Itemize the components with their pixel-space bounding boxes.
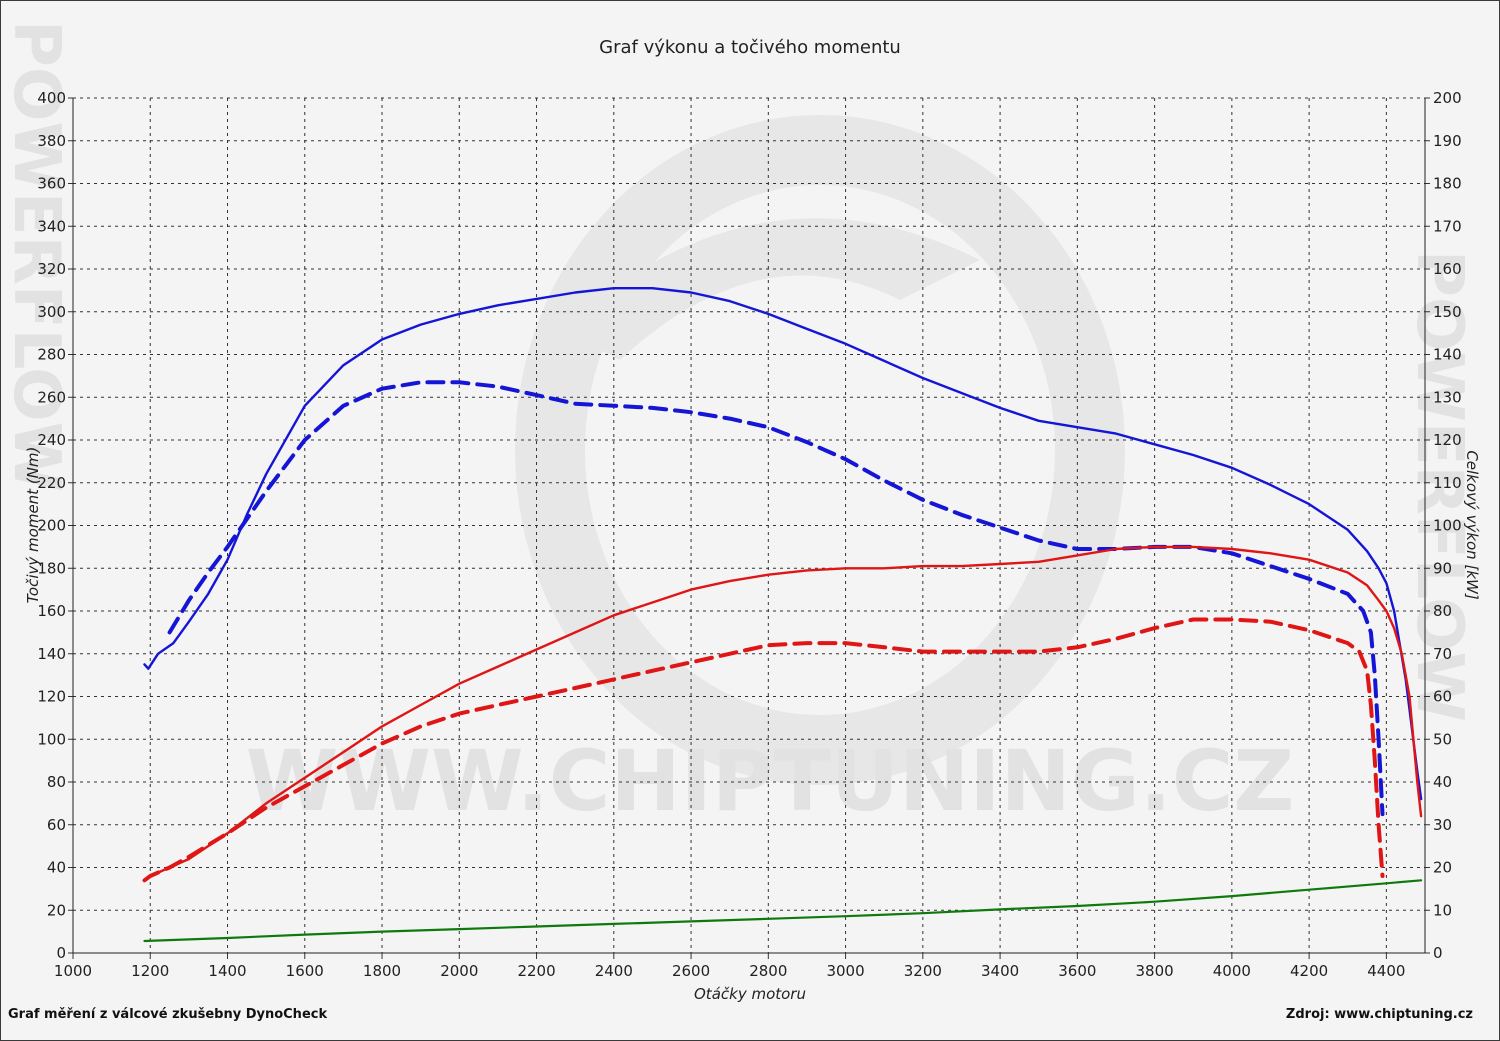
y-tick-label: 20 xyxy=(47,901,66,919)
x-tick-label: 1600 xyxy=(286,962,324,980)
y-tick-label: 200 xyxy=(37,517,66,535)
y2-tick-label: 40 xyxy=(1433,773,1452,791)
x-tick-label: 3400 xyxy=(981,962,1019,980)
y-tick-label: 220 xyxy=(37,474,66,492)
y-tick-label: 100 xyxy=(37,730,66,748)
y2-axis-label: Celkový výkon [kW] xyxy=(1463,450,1481,600)
x-tick-label: 2600 xyxy=(672,962,710,980)
x-tick-label: 2800 xyxy=(749,962,787,980)
y2-tick-label: 140 xyxy=(1433,346,1462,364)
y2-tick-label: 120 xyxy=(1433,431,1462,449)
y-tick-label: 0 xyxy=(56,944,66,962)
power-tuned-line xyxy=(143,545,1423,882)
x-tick-label: 4000 xyxy=(1213,962,1251,980)
axes: 1000 1200 1400 1600 1800 2000 2200 2400 2600 2800… xyxy=(37,89,1461,980)
y-tick-label: 140 xyxy=(37,645,66,663)
y-axis-label: Točivý moment (Nm) xyxy=(24,447,42,604)
x-tick-label: 2000 xyxy=(440,962,478,980)
grid xyxy=(73,97,1426,953)
y-tick-label: 60 xyxy=(47,816,66,834)
x-tick-label: 3200 xyxy=(904,962,942,980)
x-tick-label: 3800 xyxy=(1136,962,1174,980)
y2-tick-label: 190 xyxy=(1433,132,1462,150)
loss-line xyxy=(143,879,1423,943)
footer-source-note: Graf měření z válcové zkušebny DynoCheck xyxy=(8,1007,327,1022)
footer-website: Zdroj: www.chiptuning.cz xyxy=(1286,1007,1473,1022)
x-tick-label: 2400 xyxy=(595,962,633,980)
watermark-side-left: POWERFLOW xyxy=(0,20,73,492)
watermark-text: WWW.CHIPTUNING.CZ xyxy=(246,732,1295,830)
y-tick-label: 40 xyxy=(47,859,66,877)
watermark-logo xyxy=(515,115,1125,785)
y2-tick-label: 10 xyxy=(1433,901,1452,919)
x-tick-label: 1400 xyxy=(208,962,246,980)
x-tick-label: 1800 xyxy=(363,962,401,980)
y-tick-label: 320 xyxy=(37,260,66,278)
power-stock-line xyxy=(142,617,1385,883)
x-tick-label: 3000 xyxy=(826,962,864,980)
y2-tick-label: 130 xyxy=(1433,388,1462,406)
y-tick-label: 380 xyxy=(37,132,66,150)
y2-tick-label: 80 xyxy=(1433,602,1452,620)
y2-tick-label: 70 xyxy=(1433,645,1452,663)
x-tick-label: 4200 xyxy=(1290,962,1328,980)
x-tick-label: 3600 xyxy=(1058,962,1096,980)
watermark-side-right: POWERFLOW xyxy=(1402,250,1476,722)
y2-tick-label: 200 xyxy=(1433,89,1462,107)
y2-tick-label: 110 xyxy=(1433,474,1462,492)
y2-tick-label: 20 xyxy=(1433,859,1452,877)
x-tick-label: 2200 xyxy=(517,962,555,980)
y2-tick-label: 90 xyxy=(1433,559,1452,577)
x-tick-label: 1000 xyxy=(54,962,92,980)
y-tick-label: 240 xyxy=(37,431,66,449)
y2-tick-label: 150 xyxy=(1433,303,1462,321)
y-tick-label: 120 xyxy=(37,688,66,706)
y-tick-label: 180 xyxy=(37,559,66,577)
y-tick-label: 360 xyxy=(37,175,66,193)
torque-stock-line xyxy=(167,380,1385,817)
y2-tick-label: 60 xyxy=(1433,688,1452,706)
y2-tick-label: 180 xyxy=(1433,175,1462,193)
y-tick-label: 80 xyxy=(47,773,66,791)
x-axis-label: Otáčky motoru xyxy=(694,985,806,1003)
y2-tick-label: 0 xyxy=(1433,944,1443,962)
y-tick-label: 340 xyxy=(37,217,66,235)
y2-tick-label: 170 xyxy=(1433,217,1462,235)
y-tick-label: 260 xyxy=(37,388,66,406)
series-group xyxy=(142,287,1423,943)
y2-tick-label: 30 xyxy=(1433,816,1452,834)
y2-tick-label: 160 xyxy=(1433,260,1462,278)
y-tick-label: 280 xyxy=(37,346,66,364)
x-tick-label: 4400 xyxy=(1367,962,1405,980)
y2-tick-label: 100 xyxy=(1433,517,1462,535)
torque-tuned-line xyxy=(143,287,1423,801)
x-tick-label: 1200 xyxy=(131,962,169,980)
y2-tick-label: 50 xyxy=(1433,730,1452,748)
chart-title: Graf výkonu a točivého momentu xyxy=(599,37,901,58)
y-tick-label: 300 xyxy=(37,303,66,321)
y-tick-label: 400 xyxy=(37,89,66,107)
y-tick-label: 160 xyxy=(37,602,66,620)
